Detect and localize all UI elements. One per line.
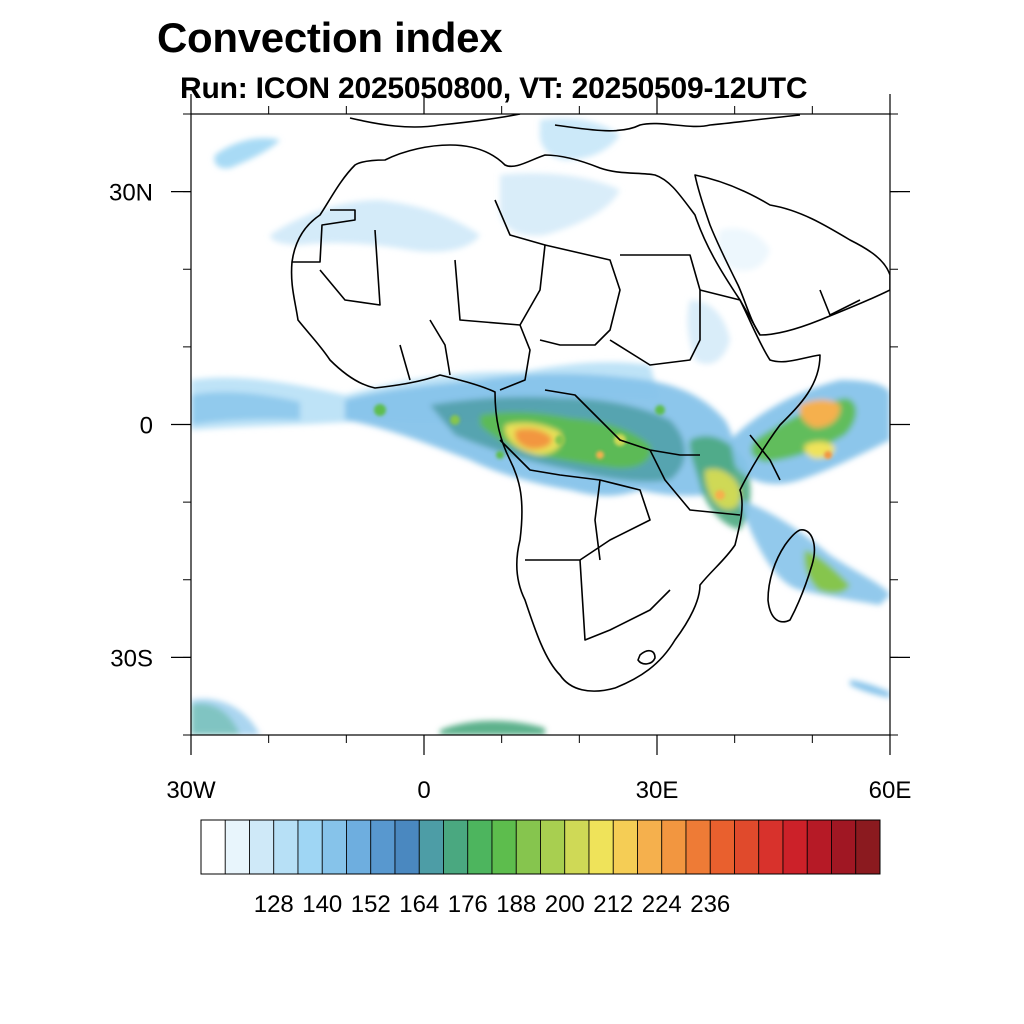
- border-5: [499, 324, 531, 391]
- shade-north-atlantic-swirl: [214, 138, 280, 169]
- colorbar-swatch: [685, 819, 711, 875]
- shade-arabia: [718, 228, 770, 271]
- shade-morocco-band: [270, 200, 480, 252]
- colorbar-label: 140: [302, 891, 342, 918]
- colorbar-label: 176: [448, 891, 488, 918]
- border-3: [539, 244, 621, 346]
- border-13: [594, 479, 601, 561]
- colorbar-label: 164: [399, 891, 439, 918]
- africa-coastline: [290, 144, 821, 692]
- border-10: [699, 289, 761, 336]
- border-7: [499, 439, 651, 561]
- colorbar-swatch: [588, 819, 614, 875]
- shade-indian-ocean-yellow: [799, 399, 841, 428]
- border-6: [544, 389, 700, 456]
- colorbar-swatch: [394, 819, 420, 875]
- lon-tick-label: 30E: [636, 777, 679, 804]
- colorbar-swatch: [200, 819, 226, 875]
- colorbar-swatch: [249, 819, 275, 875]
- colorbar-swatch: [297, 819, 323, 875]
- shade-south-indian: [850, 680, 890, 698]
- arabia-coastline: [694, 174, 890, 336]
- colorbar-swatch: [370, 819, 396, 875]
- colorbar-swatch: [637, 819, 663, 875]
- colorbar-swatch: [709, 819, 735, 875]
- colorbar-swatch: [855, 819, 881, 875]
- europe-coast-fragment: [349, 114, 521, 128]
- colorbar-swatch: [224, 819, 250, 875]
- shade-south-atlantic-light: [191, 698, 260, 735]
- lon-tick-label: 0: [417, 777, 430, 804]
- shade-equatorial-atlantic: [191, 392, 300, 425]
- border-14: [749, 434, 781, 481]
- shade-east-africa-core: [704, 468, 741, 510]
- shade-sahara-band: [500, 173, 620, 236]
- axis-ticks: 30W 0 30E 60E 30N 0 30S: [109, 94, 911, 804]
- colorbar-swatch: [831, 819, 857, 875]
- border-12: [399, 344, 411, 381]
- colorbar-label: 212: [593, 891, 633, 918]
- colorbar-swatch: [661, 819, 687, 875]
- colorbar-swatch: [564, 819, 590, 875]
- lat-tick-label: 0: [140, 413, 153, 440]
- border-1: [319, 229, 381, 306]
- border-morocco: [292, 209, 356, 263]
- colorbar-swatch: [782, 819, 808, 875]
- colorbar-frame: [200, 819, 881, 875]
- shade-ethiopia: [687, 300, 730, 364]
- shade-congo-orange: [514, 428, 553, 450]
- colorbar-swatch: [540, 819, 566, 875]
- colorbar-swatch: [515, 819, 541, 875]
- lesotho: [637, 649, 656, 665]
- colorbar-swatch: [806, 819, 832, 875]
- lat-tick-label: 30S: [110, 645, 153, 672]
- colorbar-swatch: [491, 819, 517, 875]
- lon-tick-label: 60E: [869, 777, 912, 804]
- colorbar-swatch: [418, 819, 444, 875]
- colorbar-label: 152: [351, 891, 391, 918]
- shade-madagascar-green: [804, 550, 850, 594]
- border-4: [609, 254, 701, 366]
- convection-detail: [374, 404, 832, 500]
- colorbar-label: 224: [642, 891, 682, 918]
- colorbar-swatch: [346, 819, 372, 875]
- colorbar-swatch: [612, 819, 638, 875]
- border-15: [819, 289, 861, 316]
- colorbar-label: 188: [496, 891, 536, 918]
- med-coast-fragment: [554, 114, 801, 132]
- shade-med: [539, 118, 620, 160]
- border-11: [429, 319, 451, 376]
- convection-shading: [191, 118, 890, 735]
- lat-tick-label: 30N: [109, 180, 153, 207]
- shade-south-band: [440, 720, 545, 735]
- colorbar-swatch: [273, 819, 299, 875]
- colorbar-label: 128: [254, 891, 294, 918]
- colorbar-swatch: [467, 819, 493, 875]
- colorbar-label: 200: [545, 891, 585, 918]
- chart-subtitle: Run: ICON 2025050800, VT: 20250509-12UTC: [180, 72, 808, 105]
- colorbar: 128 140 152 164 176 188 200 212 224 236: [200, 819, 881, 918]
- colorbar-swatch: [758, 819, 784, 875]
- colorbar-swatch: [321, 819, 347, 875]
- colorbar-swatch: [734, 819, 760, 875]
- border-8: [579, 559, 671, 641]
- lon-tick-label: 30W: [166, 777, 216, 804]
- madagascar-coastline: [767, 529, 816, 623]
- colorbar-swatch: [443, 819, 469, 875]
- border-2: [454, 199, 546, 326]
- colorbar-label: 236: [690, 891, 730, 918]
- border-9: [649, 449, 741, 516]
- chart-title: Convection index: [157, 14, 503, 61]
- map-plot-area: [191, 114, 890, 735]
- coastlines-and-borders: [290, 114, 890, 692]
